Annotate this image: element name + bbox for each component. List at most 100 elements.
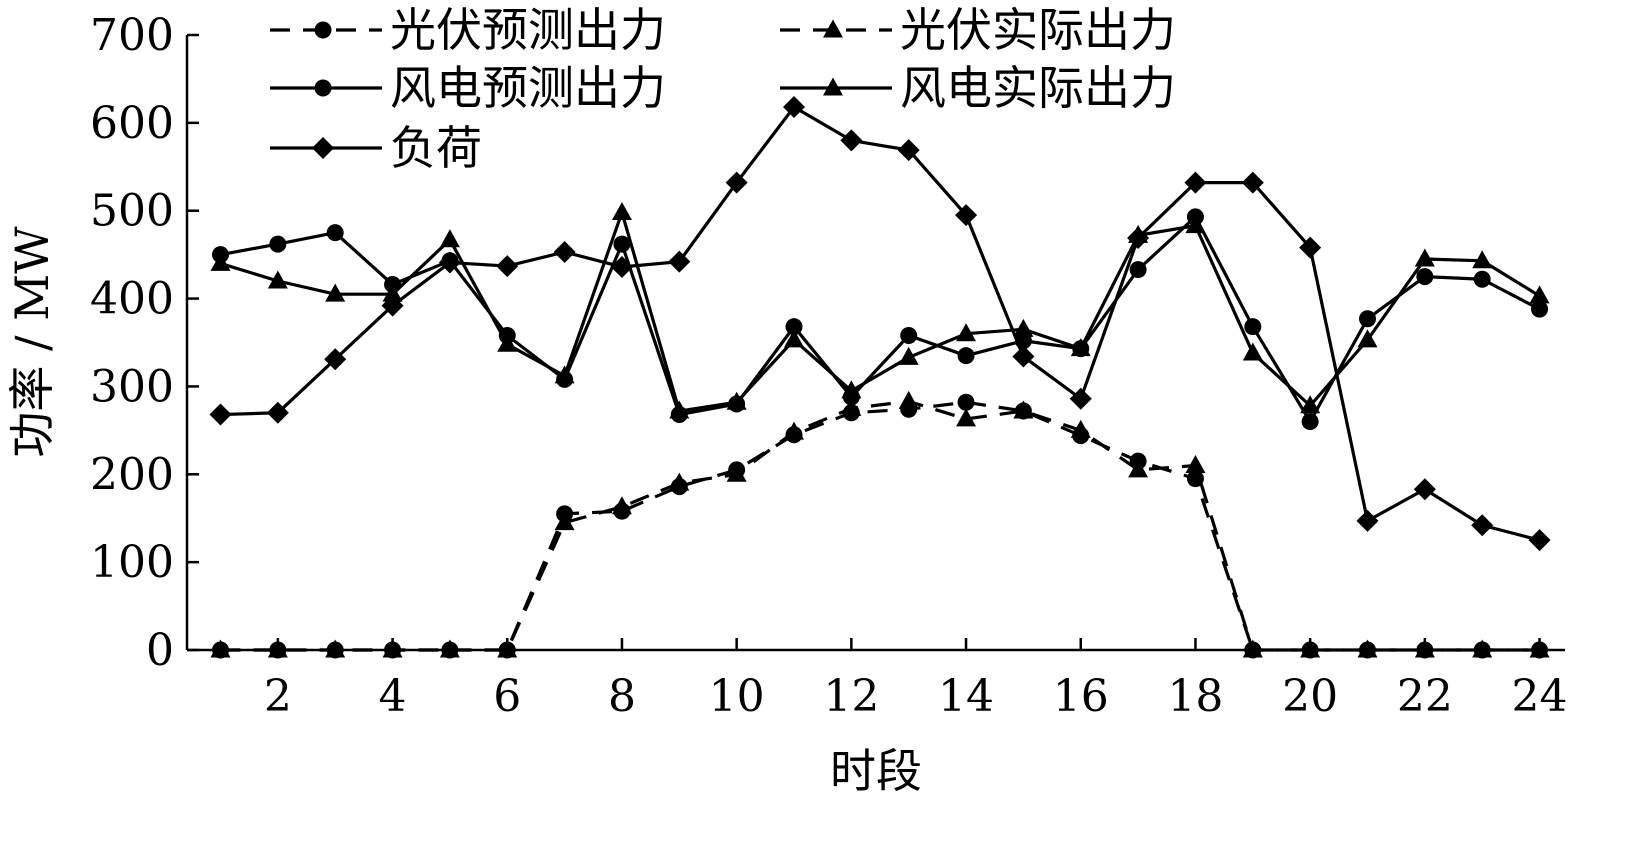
series-line — [220, 210, 1541, 413]
data-point — [1472, 639, 1493, 658]
legend-item: 光伏实际出力 — [780, 3, 1176, 57]
data-point — [1416, 268, 1434, 286]
data-point — [1357, 329, 1378, 348]
data-point — [1242, 342, 1263, 361]
y-tick-label: 300 — [90, 361, 174, 412]
data-point — [611, 201, 632, 220]
legend-item: 风电预测出力 — [270, 61, 666, 115]
data-point — [210, 639, 231, 658]
data-point — [897, 139, 920, 162]
data-point — [1472, 250, 1493, 269]
data-point — [1185, 455, 1206, 473]
data-point — [209, 403, 232, 426]
y-tick-label: 700 — [90, 10, 174, 61]
series-3 — [212, 208, 1549, 431]
data-point — [326, 224, 344, 242]
y-tick-label: 400 — [90, 274, 174, 325]
data-point — [210, 252, 231, 271]
legend-marker — [314, 79, 332, 97]
x-tick-label: 24 — [1512, 671, 1568, 722]
data-point — [1529, 285, 1550, 304]
data-point — [784, 421, 804, 440]
data-point — [497, 639, 518, 658]
data-point — [841, 397, 862, 416]
data-point — [1299, 236, 1322, 259]
data-point — [1531, 300, 1549, 318]
data-point — [439, 229, 460, 248]
x-axis-label: 时段 — [830, 744, 922, 798]
data-point — [726, 463, 747, 482]
legend-label: 光伏预测出力 — [390, 3, 666, 57]
x-tick-label: 6 — [493, 671, 521, 722]
data-point — [267, 639, 288, 658]
legend-marker — [823, 77, 843, 96]
x-tick-label: 4 — [379, 671, 407, 722]
data-point — [1413, 478, 1436, 501]
data-point — [1186, 470, 1204, 488]
y-tick-label: 0 — [146, 625, 174, 676]
x-tick-label: 10 — [709, 671, 765, 722]
data-point — [554, 512, 575, 531]
x-axis-ticks: 2 4 6 8 10 12 14 16 18 20 22 24 — [264, 638, 1568, 722]
data-point — [381, 294, 404, 317]
series-4 — [210, 201, 1550, 419]
data-point — [497, 333, 518, 352]
series-layer — [209, 96, 1551, 659]
data-point — [1013, 400, 1034, 419]
data-point — [438, 251, 461, 274]
data-point — [784, 329, 804, 348]
data-point — [1357, 639, 1378, 658]
data-point — [898, 390, 919, 409]
x-tick-label: 20 — [1282, 671, 1338, 722]
data-point — [956, 408, 977, 427]
data-point — [1185, 215, 1206, 234]
data-point — [554, 365, 575, 384]
legend-item: 负荷 — [270, 121, 482, 175]
series-line — [220, 215, 1541, 424]
x-tick-label: 18 — [1167, 671, 1223, 722]
series-line — [220, 400, 1540, 652]
data-point — [610, 255, 633, 278]
data-point — [324, 348, 347, 371]
legend-label: 风电实际出力 — [900, 61, 1176, 115]
data-point — [496, 255, 519, 278]
data-point — [841, 380, 862, 399]
data-point — [1473, 270, 1491, 288]
series-5 — [209, 96, 1551, 552]
data-point — [1241, 171, 1264, 194]
data-point — [1301, 413, 1319, 431]
data-point — [1414, 248, 1435, 267]
series-2 — [210, 390, 1550, 658]
legend-label: 光伏实际出力 — [900, 3, 1176, 57]
data-point — [669, 472, 690, 491]
data-point — [840, 129, 863, 152]
data-point — [725, 171, 748, 194]
x-tick-label: 22 — [1397, 671, 1453, 722]
y-tick-label: 200 — [90, 449, 174, 500]
data-point — [1069, 387, 1092, 410]
data-point — [783, 96, 805, 119]
y-tick-label: 500 — [90, 186, 174, 237]
data-point — [1242, 639, 1263, 658]
x-tick-label: 14 — [938, 671, 994, 722]
data-point — [1300, 639, 1321, 658]
data-point — [1244, 318, 1262, 336]
x-tick-label: 8 — [608, 671, 636, 722]
legend-marker — [823, 19, 843, 38]
x-tick-label: 12 — [823, 671, 879, 722]
legend-label: 风电预测出力 — [390, 61, 666, 115]
series-line — [220, 399, 1540, 652]
y-axis-ticks: 0 100 200 300 400 500 600 700 — [90, 10, 199, 676]
x-tick-label: 2 — [264, 671, 292, 722]
data-point — [1070, 419, 1091, 438]
data-point — [1127, 226, 1150, 249]
data-point — [613, 235, 631, 253]
data-point — [382, 283, 403, 302]
y-tick-label: 600 — [90, 98, 174, 149]
data-point — [325, 639, 346, 658]
data-point — [439, 639, 460, 658]
data-point — [1184, 171, 1207, 194]
data-point — [1012, 345, 1035, 368]
legend-item: 光伏预测出力 — [270, 3, 666, 57]
